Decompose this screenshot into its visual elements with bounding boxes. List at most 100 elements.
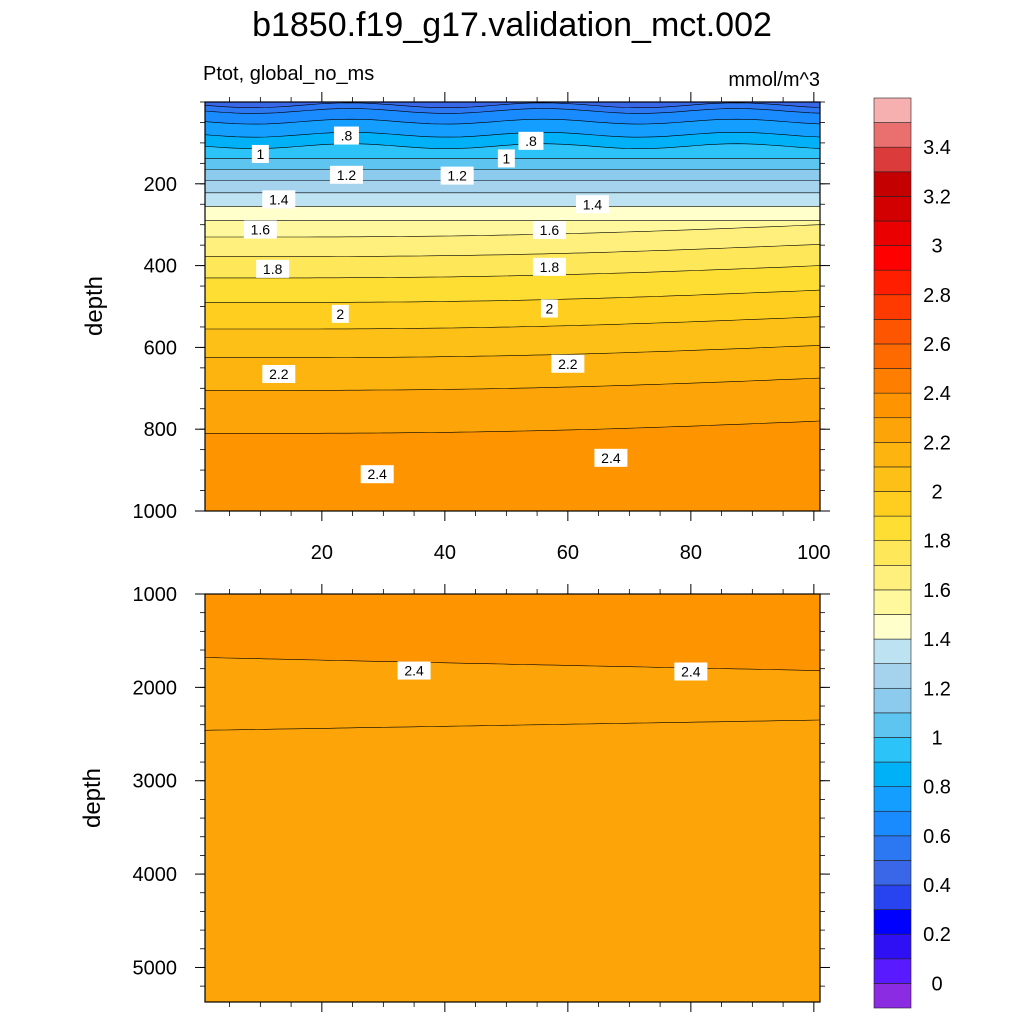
colorbar-swatch <box>873 909 912 935</box>
colorbar-label: 1.6 <box>923 580 951 602</box>
colorbar-label: 1 <box>931 727 942 749</box>
colorbar-swatch <box>873 614 912 640</box>
upper-contour-fills <box>205 102 820 511</box>
colorbar-swatch <box>873 761 912 787</box>
contour-label: 1 <box>256 146 264 162</box>
units-label: mmol/m^3 <box>728 69 820 91</box>
colorbar-swatch <box>873 958 912 984</box>
y-tick-label: 800 <box>144 419 177 441</box>
lower-y-axis-title: depth <box>79 768 106 828</box>
y-tick-label: 5000 <box>133 957 178 979</box>
contour-line <box>205 131 820 138</box>
contour-label-bg <box>594 448 628 467</box>
upper-ticks: 200 400 600 800 1000 20 40 60 80 100 <box>133 92 831 564</box>
contour-line <box>205 657 820 671</box>
x-tick-label: 60 <box>557 542 579 564</box>
contour-line <box>205 377 820 391</box>
contour-label-bg <box>532 257 566 276</box>
lower-panel: 1000 2000 3000 4000 5000 2.4 2.4 depth <box>79 584 830 1012</box>
contour-label-bg <box>262 190 296 209</box>
colorbar-label: 2.4 <box>923 383 951 405</box>
colorbar-swatch <box>873 319 912 345</box>
contour-label: 2.4 <box>601 450 621 466</box>
upper-y-axis-title: depth <box>81 276 108 336</box>
colorbar-label: 3.4 <box>923 137 951 159</box>
contour-line <box>205 108 820 114</box>
colorbar-swatch <box>873 171 912 197</box>
contour-line <box>205 289 820 303</box>
lower-contour-lines <box>205 657 820 731</box>
contour-label: .8 <box>525 133 537 149</box>
contour-label-bg <box>251 144 269 163</box>
contour-label-bg <box>256 259 290 278</box>
y-tick-label: 3000 <box>133 771 178 793</box>
colorbar-swatch <box>873 417 912 443</box>
contour-label: 2.2 <box>558 356 578 372</box>
contour-label: 1.4 <box>269 191 289 207</box>
colorbar-swatch <box>873 392 912 419</box>
colorbar-swatch <box>873 786 912 812</box>
colorbar-label: 1.2 <box>923 678 951 700</box>
colorbar-swatch <box>873 442 912 468</box>
contour-label-bg <box>674 662 708 681</box>
contour-label-bg <box>540 299 558 318</box>
y-tick-label: 1000 <box>133 584 178 606</box>
chart-title: b1850.f19_g17.validation_mct.002 <box>252 6 772 44</box>
y-tick-label: 2000 <box>133 677 178 699</box>
contour-label: 2.4 <box>681 663 701 679</box>
colorbar-swatch <box>873 835 912 861</box>
contour-label-bg <box>329 165 363 184</box>
x-tick-label: 40 <box>434 542 456 564</box>
contour-line <box>205 102 820 108</box>
contour-label: 2 <box>336 306 344 322</box>
contour-fill-band <box>205 594 820 671</box>
contour-label-bg <box>262 364 296 383</box>
lower-contour-labels: 2.4 2.4 <box>397 661 708 681</box>
contour-label: 1 <box>502 150 510 166</box>
contour-line <box>205 345 820 359</box>
colorbar-swatch <box>873 466 912 492</box>
contour-label-bg <box>243 220 277 239</box>
contour-label-bg <box>333 126 359 145</box>
upper-contour-lines <box>205 102 820 434</box>
contour-label-bg <box>397 661 431 680</box>
colorbar-label: 2.2 <box>923 432 951 454</box>
contour-label-bg <box>532 221 566 240</box>
colorbar-swatch <box>873 97 912 123</box>
x-tick-label: 20 <box>311 542 333 564</box>
contour-line <box>205 143 820 149</box>
colorbar-swatch <box>873 884 912 910</box>
contour-label: 1.2 <box>337 167 357 183</box>
contour-label-bg <box>440 166 474 185</box>
colorbar-label: 0.2 <box>923 924 951 946</box>
colorbar-swatch <box>873 712 912 738</box>
colorbar-swatch <box>873 687 912 714</box>
y-tick-label: 200 <box>144 174 177 196</box>
contour-line <box>205 316 820 330</box>
colorbar-swatch <box>873 146 912 173</box>
x-tick-label: 100 <box>797 542 830 564</box>
colorbar-swatch <box>873 983 912 1009</box>
y-tick-label: 4000 <box>133 864 178 886</box>
contour-label-bg <box>497 149 515 168</box>
y-tick-label: 1000 <box>133 501 178 523</box>
colorbar-swatch <box>873 638 912 664</box>
contour-line <box>205 265 820 279</box>
lower-plot-frame <box>204 593 821 1003</box>
y-tick-label: 400 <box>144 256 177 278</box>
contour-label-bg <box>551 354 585 373</box>
colorbar-swatch <box>873 220 912 246</box>
colorbar-label: 0 <box>931 973 942 995</box>
colorbar-label: 2.8 <box>923 285 951 307</box>
contour-label: 1.8 <box>263 261 283 277</box>
contour-label: 1.8 <box>540 259 560 275</box>
contour-fill-band <box>205 102 820 108</box>
upper-panel: 200 400 600 800 1000 20 40 60 80 100 .8 .8 1 1 1.2 1.2… <box>81 92 831 564</box>
contour-label-bg <box>331 304 349 323</box>
colorbar-swatch <box>873 515 912 542</box>
contour-label-bg <box>575 195 609 214</box>
colorbar-swatch <box>873 663 912 689</box>
lower-contour-fills <box>205 594 820 1002</box>
colorbar-swatch <box>873 245 912 271</box>
contour-label-bg <box>360 465 394 484</box>
